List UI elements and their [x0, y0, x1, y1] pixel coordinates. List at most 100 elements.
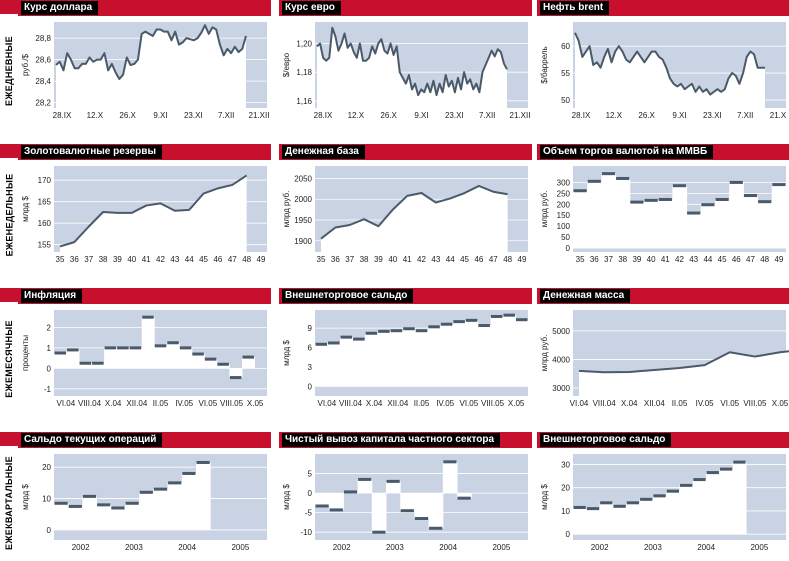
bar-fill [442, 461, 458, 494]
bar-fill [666, 491, 680, 535]
x-tick-label: 23.XI [703, 111, 722, 120]
x-tick-label: 49 [518, 255, 527, 264]
area-fill [315, 185, 508, 252]
value-marker [440, 322, 453, 326]
y-axis-label: млрд $ [540, 484, 549, 510]
bar-fill [129, 347, 143, 369]
bar-fill [706, 472, 720, 535]
chart-svg: -1 0 1 2 проценты VI.04 VIII.04 X.04 XII.04 II.05… [21, 310, 267, 408]
value-marker [613, 504, 626, 508]
value-marker [386, 479, 400, 483]
value-marker [680, 483, 693, 487]
bar-fill [465, 320, 479, 387]
bar-fill [757, 201, 773, 249]
x-tick-label: 42 [675, 255, 684, 264]
value-marker [182, 471, 196, 475]
x-tick-label: 9.XI [414, 111, 428, 120]
x-tick-label: IV.05 [436, 399, 454, 408]
x-tick-label: 12.X [348, 111, 365, 120]
chart-title-bar: Объем торгов валютой на ММВБ [537, 144, 789, 160]
y-axis-label: млрд $ [21, 484, 30, 510]
chart-svg: 1,16 1,18 1,20 $/евро 28.IX 12.X 26.X 9.XI 23.XI… [282, 22, 530, 120]
bar-fill [229, 368, 243, 378]
bar-fill [679, 485, 694, 535]
value-marker [573, 505, 586, 509]
x-tick-label: 7.XII [218, 111, 234, 120]
bar-fill [427, 326, 441, 387]
value-marker [490, 314, 503, 318]
value-marker [573, 189, 587, 193]
y-tick-label: 0 [47, 364, 52, 373]
bar-fill [502, 315, 516, 387]
x-tick-label: VI.05 [720, 399, 739, 408]
y-axis-label: $/баррель [540, 46, 549, 83]
y-tick-label: 0 [308, 382, 313, 391]
x-tick-label: VIII.05 [220, 399, 244, 408]
chart-panel: Внешнеторговое сальдо 0 3 6 9 млрд $ VI.04 VIII… [279, 288, 532, 416]
y-axis-label: млрд $ [282, 484, 291, 510]
value-marker [616, 176, 630, 180]
bar-fill [153, 489, 169, 530]
chart-title: Нефть brent [540, 1, 610, 15]
row-label-monthly: ЕЖЕМЕСЯЧНЫЕ [0, 288, 18, 416]
y-tick-label: 55 [561, 69, 570, 78]
bar-fill [402, 328, 416, 387]
x-tick-label: 45 [460, 255, 469, 264]
chart-title-bar: Внешнеторговое сальдо [279, 288, 532, 304]
y-axis-label: проценты [21, 335, 30, 371]
bar-fill [587, 181, 602, 249]
value-marker [630, 200, 644, 204]
row-label-quarterly: ЕЖЕКВАРТАЛЬНЫЕ [0, 432, 18, 560]
y-axis-label: млрд руб. [540, 191, 549, 228]
y-tick-label: 10 [42, 495, 51, 504]
x-tick-label: 46 [213, 255, 222, 264]
y-axis-label: руб./$ [21, 53, 30, 75]
chart-title-bar: Курс евро [279, 0, 532, 16]
x-tick-label: 44 [185, 255, 194, 264]
row-label-bar [0, 432, 18, 446]
x-tick-label: 9.XI [153, 111, 167, 120]
chart-svg: 0 3 6 9 млрд $ VI.04 VIII.04 X.04 XII.04 II.05 IV.… [282, 310, 529, 408]
value-marker [329, 508, 343, 512]
x-tick-label: 28.IX [314, 111, 333, 120]
x-tick-label: 28.IX [53, 111, 72, 120]
value-marker [403, 327, 415, 331]
value-marker [626, 501, 640, 505]
value-marker [168, 481, 182, 485]
bar-fill [82, 496, 98, 530]
bar-fill [715, 199, 730, 249]
value-marker [82, 494, 97, 498]
y-tick-label: -10 [300, 528, 312, 537]
y-tick-label: 1,20 [296, 40, 312, 49]
bar-fill [771, 184, 787, 249]
chart-title-bar: Денежная база [279, 144, 532, 160]
y-tick-label: 2 [47, 323, 52, 332]
chart-title-bar: Инфляция [18, 288, 271, 304]
x-tick-label: IV.05 [696, 399, 714, 408]
x-tick-label: 2004 [439, 543, 457, 552]
x-tick-label: VIII.04 [339, 399, 363, 408]
bar-fill [104, 347, 118, 369]
value-marker [54, 501, 68, 505]
area-fill [54, 25, 246, 109]
chart-panel: Денежная масса 3000 4000 5000 млрд руб. VI.04… [537, 288, 789, 416]
chart-panel: Объем торгов валютой на ММВБ 0 50 100 150 200… [537, 144, 789, 272]
value-marker [478, 324, 490, 328]
bar-fill [371, 493, 387, 533]
value-marker [587, 179, 601, 183]
y-tick-label: 300 [557, 178, 571, 187]
bar-fill [629, 202, 645, 249]
y-tick-label: 5000 [552, 327, 570, 336]
chart-title-bar: Денежная масса [537, 288, 789, 304]
value-marker [67, 348, 79, 352]
chart-panel: Золотовалютные резервы 155 160 165 170 млрд $… [18, 144, 271, 272]
y-tick-label: 1,16 [296, 97, 312, 106]
y-tick-label: 20 [42, 463, 51, 472]
value-marker [443, 460, 457, 464]
bar-fill [191, 354, 205, 369]
x-tick-label: 2004 [178, 543, 196, 552]
x-tick-label: 42 [417, 255, 426, 264]
x-tick-label: 2005 [231, 543, 249, 552]
chart-panel: Инфляция -1 0 1 2 проценты VI.04 VIII.04 X.04 XII… [18, 288, 271, 416]
bar-fill [315, 344, 329, 387]
